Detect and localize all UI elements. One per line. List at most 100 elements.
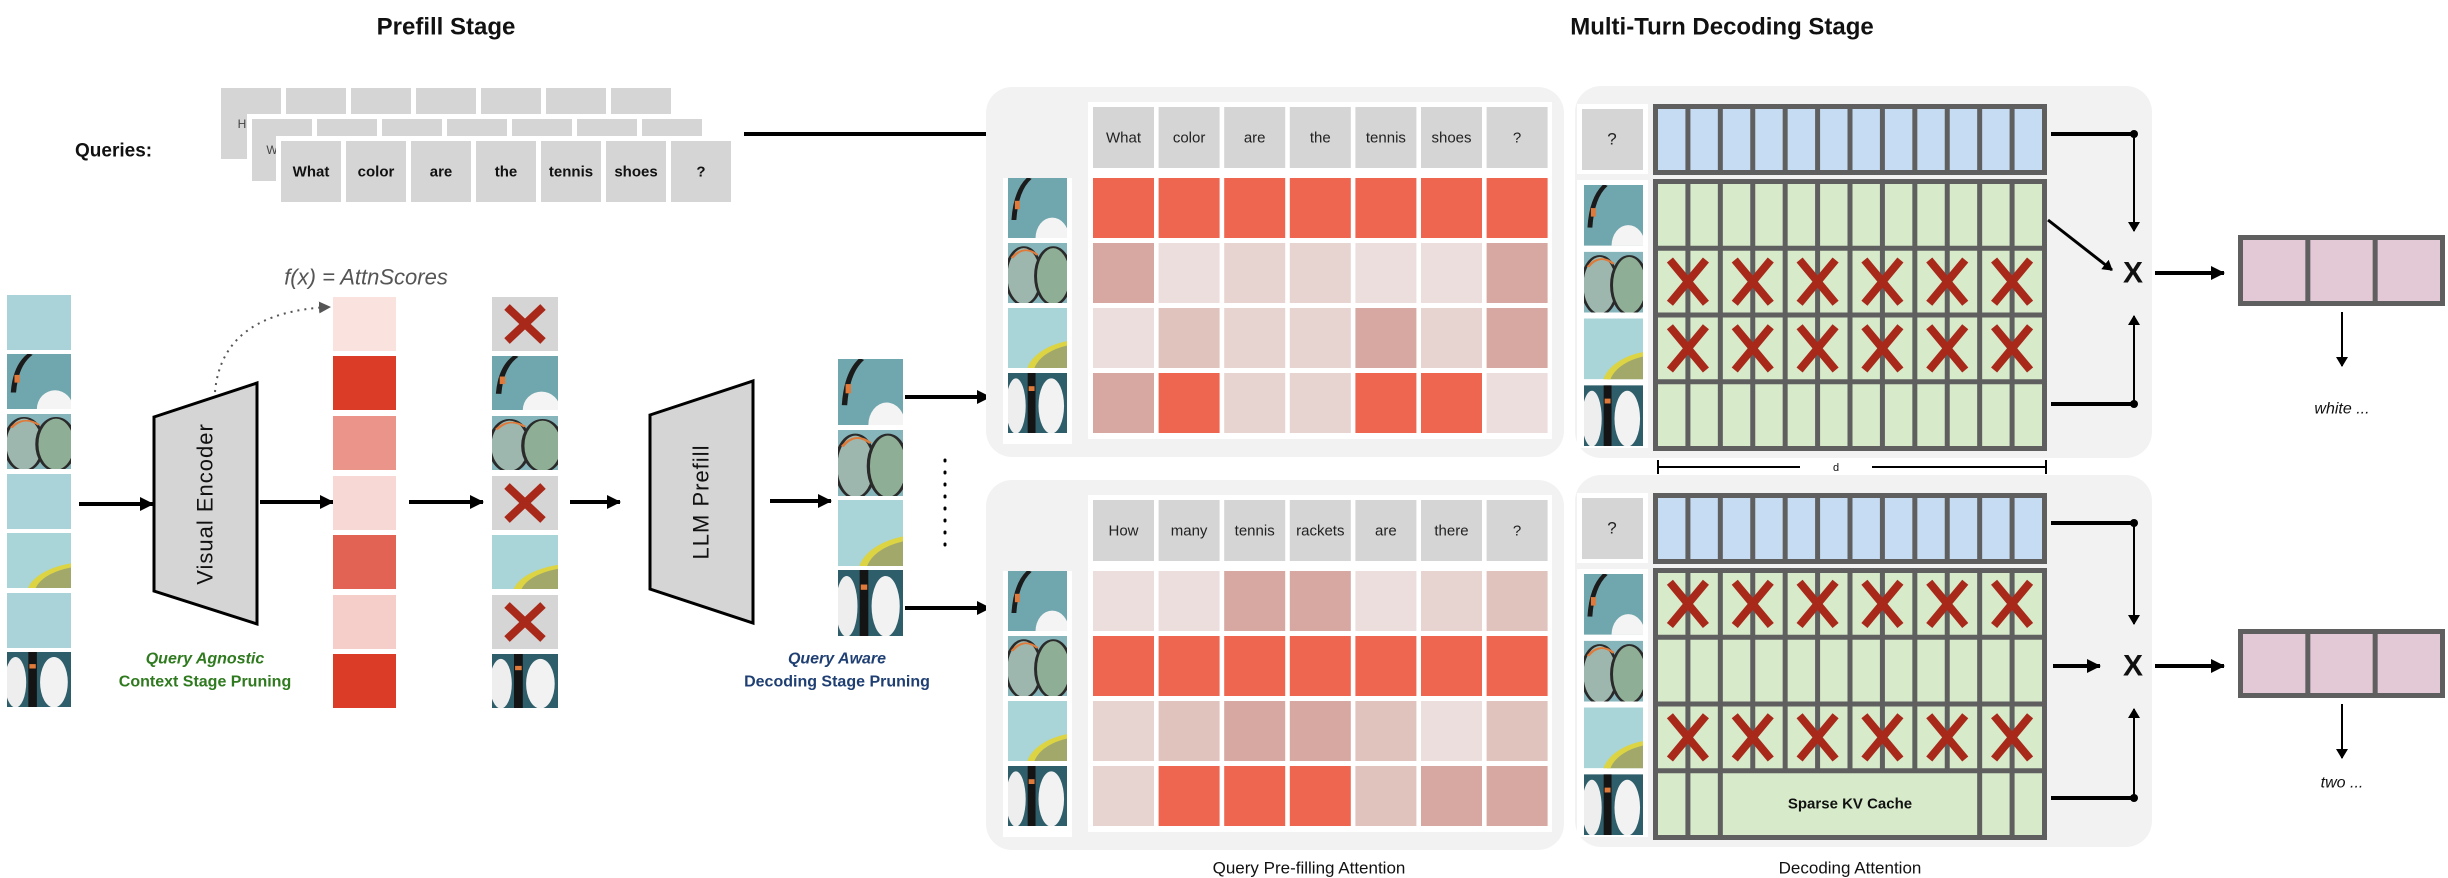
x-stroke — [1926, 713, 1969, 762]
sparse-kv-cache-block — [1722, 773, 1978, 835]
racket-accent — [1604, 787, 1611, 793]
shoe-toe — [36, 390, 71, 409]
query-token-cell — [346, 141, 406, 202]
kv-cache-cell — [1820, 384, 1848, 446]
racket-head — [866, 433, 903, 496]
racket-accent — [1604, 398, 1611, 404]
attn-score-cell — [333, 535, 396, 589]
query-vector-cell — [1658, 498, 1686, 559]
decoding-stage-title: Multi-Turn Decoding Stage — [1570, 14, 1874, 41]
racket-head — [521, 418, 558, 470]
racket-accent — [494, 421, 527, 430]
racket-accent — [840, 437, 872, 447]
attention-cell — [1093, 701, 1154, 761]
query-token-cell — [281, 141, 341, 202]
x-stroke — [1731, 324, 1774, 373]
context-pruning-title: Query Agnostic — [146, 651, 265, 668]
query-token-label: the — [1310, 130, 1331, 147]
image-patch-rackets — [838, 430, 903, 496]
racket-accent — [1014, 200, 1020, 210]
prune-x-icon — [504, 304, 546, 344]
attention-cell — [1093, 636, 1154, 696]
attention-cell — [1486, 636, 1548, 696]
image-patch-rackets — [1584, 640, 1643, 702]
attention-cell — [1224, 701, 1286, 761]
shoe-toe — [868, 402, 903, 425]
decoding-pruning-subtitle: Decoding Stage Pruning — [744, 674, 930, 691]
query-token-label: ? — [1513, 130, 1521, 147]
visual-encoder-block — [152, 380, 259, 627]
image-patch-yellow-racket — [492, 535, 558, 589]
kv-cache-cell — [1917, 639, 1945, 702]
attention-cell — [1289, 636, 1351, 696]
query-vector-cell — [1949, 109, 1978, 170]
query-vector-cell — [1658, 109, 1686, 170]
image-patch-shoes — [1008, 766, 1067, 826]
kv-cache-cell — [1884, 184, 1913, 246]
attention-cell — [1355, 766, 1417, 826]
racket-accent — [29, 664, 36, 669]
kv-cache-cell — [1722, 639, 1751, 702]
racket-accent — [1586, 647, 1615, 657]
x-stroke — [1861, 713, 1904, 762]
kv-cache-cell — [1917, 384, 1945, 446]
x-stroke — [1991, 324, 2034, 373]
x-stroke — [1731, 257, 1774, 306]
query-token-cell — [411, 141, 471, 202]
attention-cell — [1093, 766, 1154, 826]
image-patch-rackets — [1008, 243, 1067, 303]
query-vector-cell — [1949, 498, 1978, 559]
kv-cache-frame — [1653, 179, 2047, 451]
query-vector-cell — [2014, 109, 2042, 170]
image-patch-racket-shoe — [838, 359, 903, 425]
racket-frame — [841, 359, 865, 406]
image-patch-rackets — [7, 414, 71, 469]
image-patch-yellow-racket — [838, 500, 903, 566]
pruned-kv-x-icon — [1861, 257, 1904, 306]
attention-cell — [1421, 766, 1482, 826]
racket-head — [1603, 741, 1643, 769]
attn-score-cell — [333, 297, 396, 351]
query-token-label: ? — [1513, 523, 1521, 540]
query-token-cell — [1421, 500, 1482, 561]
query-token: tennis — [549, 164, 593, 181]
attention-cell — [1486, 243, 1548, 303]
attention-cell — [1486, 308, 1548, 368]
kv-cache-to-multiply-arrow — [2047, 218, 2113, 272]
kv-cache-cell — [1690, 184, 1718, 246]
attention-cell — [1289, 373, 1351, 433]
attention-cell — [1486, 766, 1548, 826]
query-vector-cell — [1917, 498, 1945, 559]
x-stroke — [1666, 579, 1709, 629]
shoe-toe — [522, 391, 558, 410]
query-token-cell — [1355, 107, 1417, 168]
query-vector-cell — [1787, 109, 1816, 170]
output-vector-cell — [2310, 240, 2373, 301]
x-stroke — [1861, 324, 1904, 373]
racket-frame — [1587, 574, 1608, 617]
kv-cache-cell — [1949, 639, 1978, 702]
query-vector-cell — [1852, 109, 1880, 170]
image-patch-racket-shoe — [1584, 574, 1643, 635]
racket-accent — [1010, 642, 1039, 652]
attention-cell — [1289, 178, 1351, 238]
attention-cell — [1421, 701, 1482, 761]
kv-cache-cell — [1690, 384, 1718, 446]
attn-score-cell — [333, 595, 396, 649]
kv-cache-cell — [2014, 773, 2042, 835]
racket-head — [1610, 255, 1643, 313]
kv-cache-cell — [1982, 639, 2010, 702]
shoe — [492, 658, 512, 708]
prune-x-icon — [504, 483, 546, 523]
image-patch-shoes — [492, 654, 558, 708]
output-vector-cell — [2310, 634, 2373, 693]
x-stroke — [1796, 713, 1839, 762]
racket-head — [28, 563, 71, 588]
image-patch-racket-shoe — [1584, 185, 1643, 246]
shoe — [1008, 378, 1026, 433]
output-vector-cell — [2243, 240, 2306, 301]
attention-cell — [1355, 243, 1417, 303]
output-vector-cell — [2243, 634, 2306, 693]
pruned-kv-x-icon — [1991, 324, 2034, 373]
attention-cell — [1486, 701, 1548, 761]
